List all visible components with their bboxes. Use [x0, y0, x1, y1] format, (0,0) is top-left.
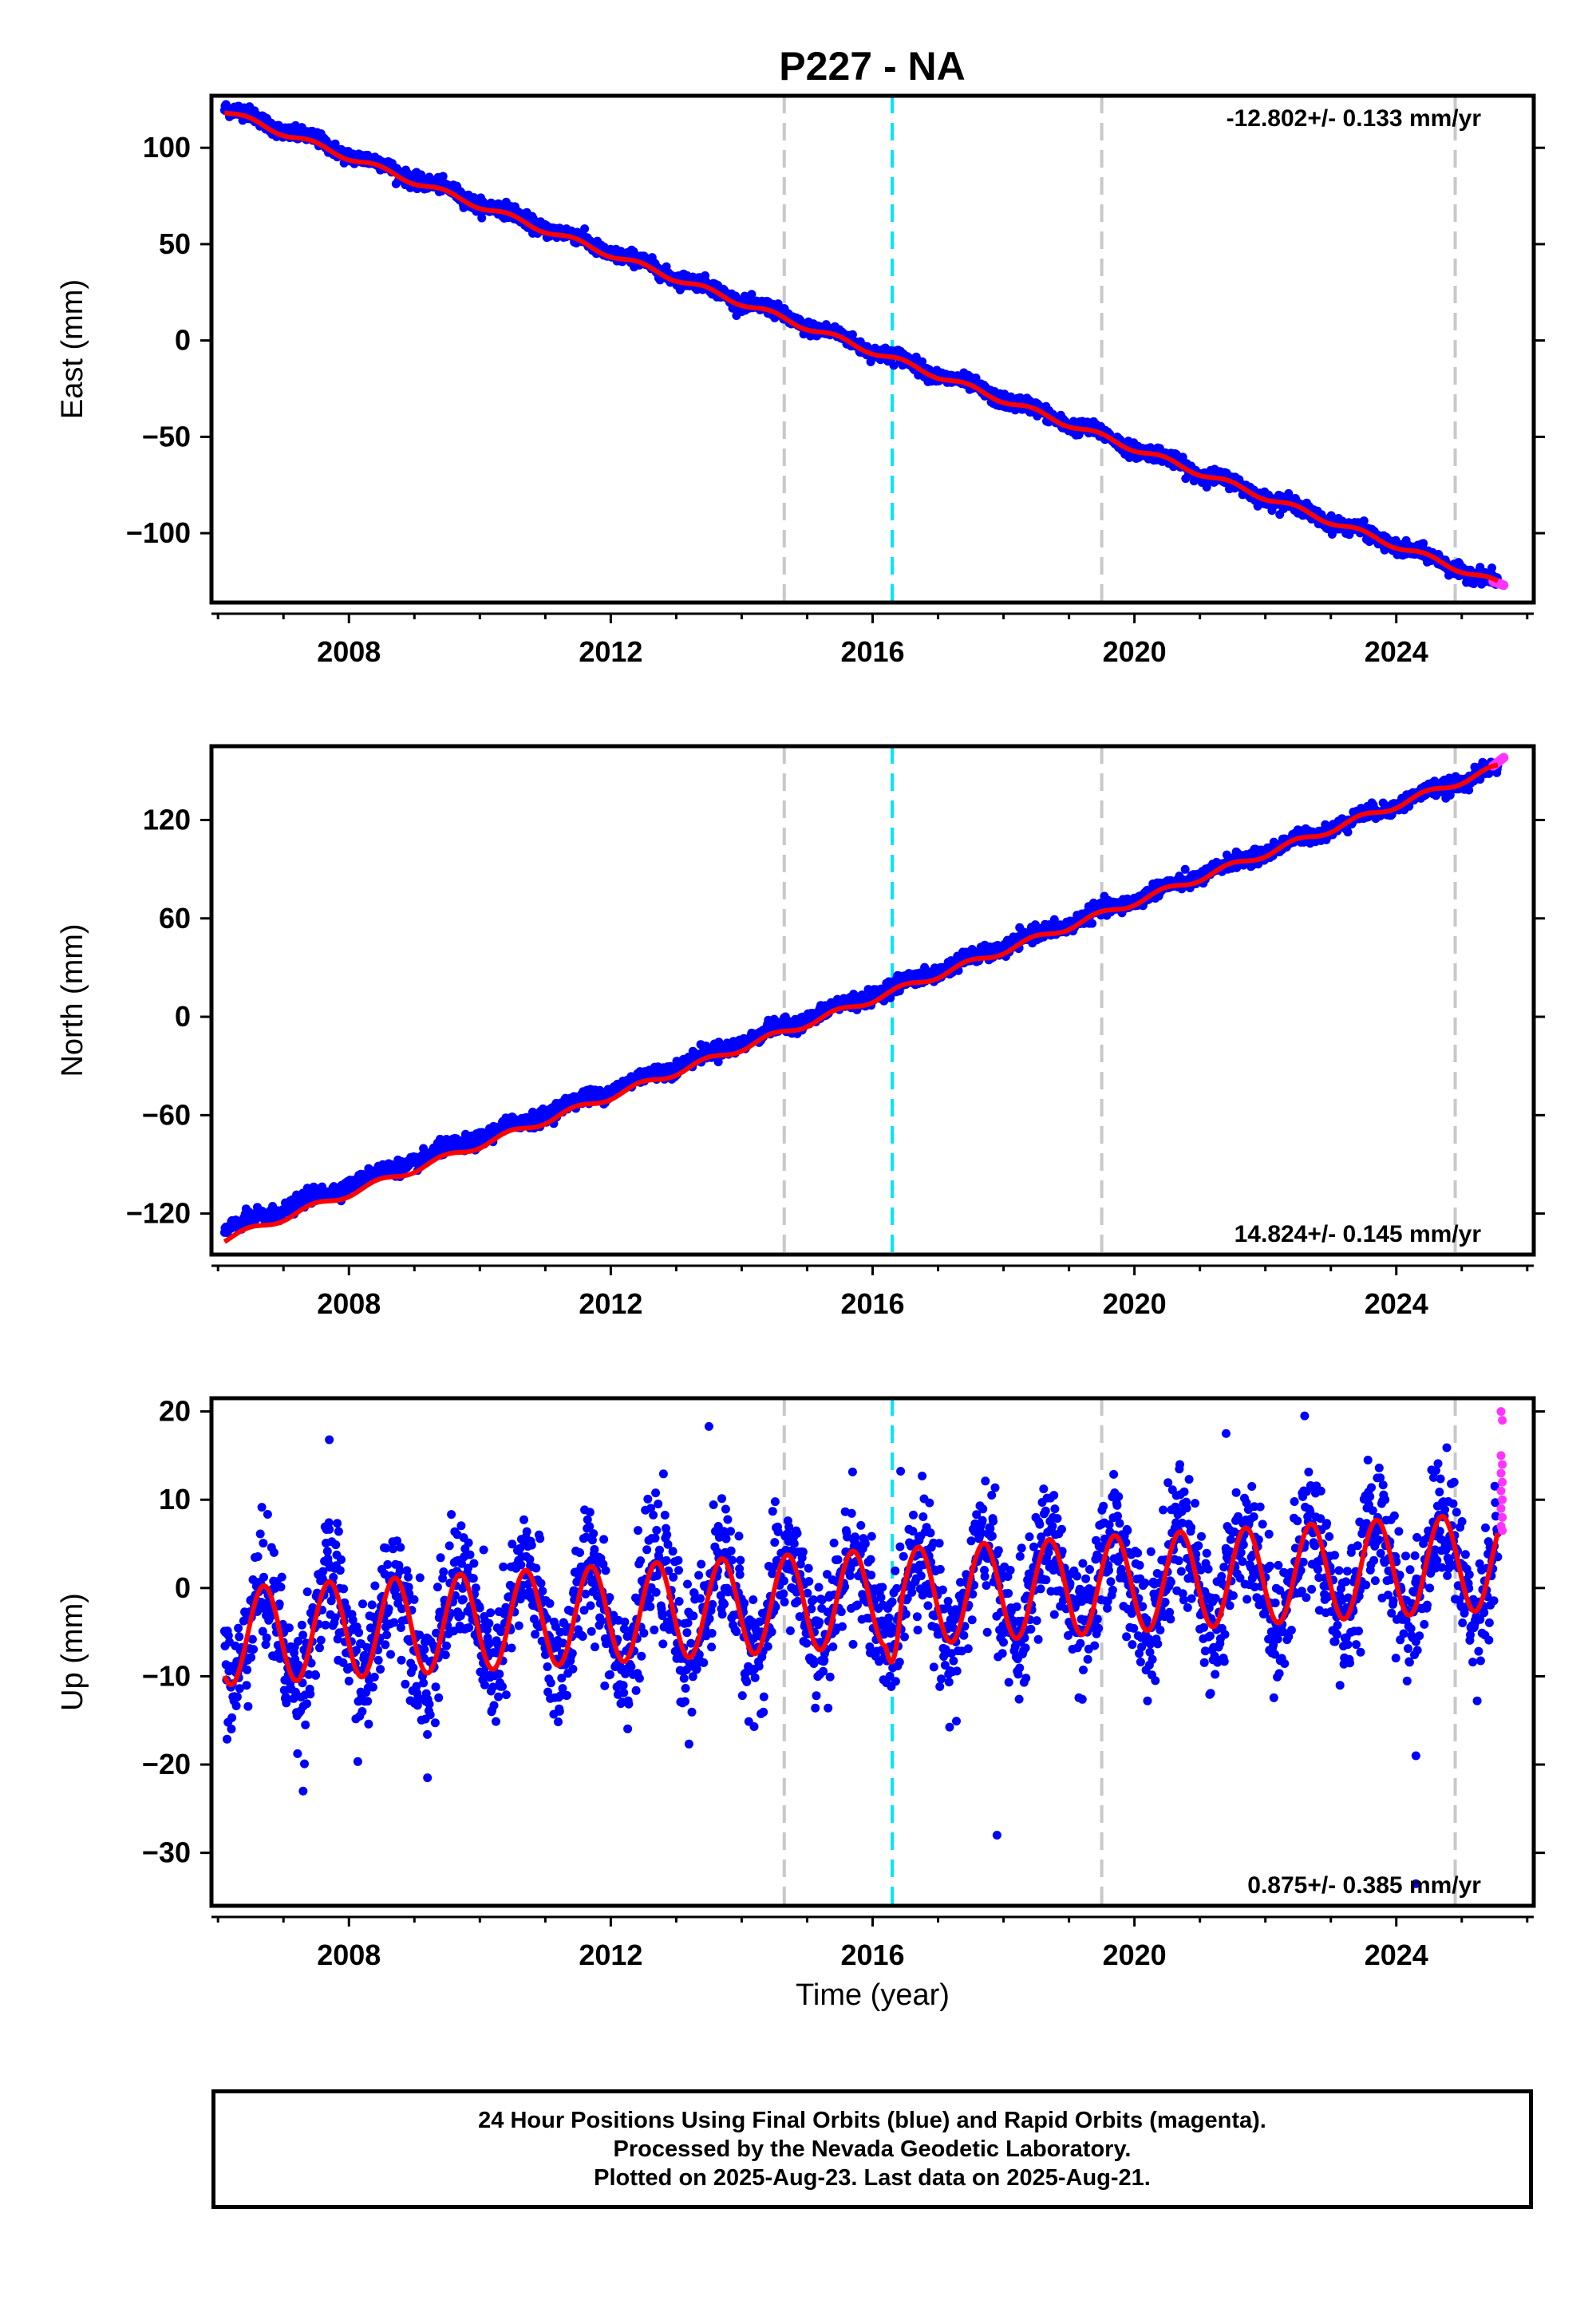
data-point — [747, 290, 757, 299]
data-point — [438, 172, 448, 181]
data-point — [1359, 516, 1369, 526]
model-fit-line — [223, 110, 1499, 583]
rapid-point — [1499, 580, 1509, 591]
panel-east: 100 50 0 −50 −100 2008 2012 2016 2020 2024 East (m… — [56, 93, 1545, 668]
chart-title: P227 - NA — [779, 44, 965, 89]
data-point — [1180, 864, 1190, 874]
y-tick-label: 100 — [143, 131, 191, 164]
final-orbit-points — [219, 757, 1503, 1238]
data-point — [477, 213, 487, 223]
y-tick-label: 0 — [175, 324, 191, 357]
y-tick-label: 50 — [159, 227, 191, 260]
x-tick-label: 2016 — [840, 635, 904, 668]
x-tick-label: 2012 — [579, 635, 642, 668]
y-axis-label: East (mm) — [56, 279, 89, 419]
data-point — [330, 139, 340, 148]
velocity-label: -12.802+/- 0.133 mm/yr — [1227, 105, 1482, 132]
panels: 100 50 0 −50 −100 2008 2012 2016 2020 2024 East (m… — [56, 93, 1545, 2012]
data-point — [580, 224, 590, 234]
x-tick-label: 2024 — [1365, 635, 1428, 668]
data-point — [1343, 828, 1353, 837]
plot-area — [219, 746, 1509, 1255]
plot-area — [219, 96, 1509, 603]
data-point — [1088, 919, 1097, 928]
y-tick-label: −100 — [126, 516, 191, 549]
y-tick-label: −50 — [142, 420, 191, 453]
x-tick-label: 2020 — [1103, 635, 1167, 668]
x-tick-label: 2008 — [317, 635, 381, 668]
data-point — [889, 361, 899, 370]
